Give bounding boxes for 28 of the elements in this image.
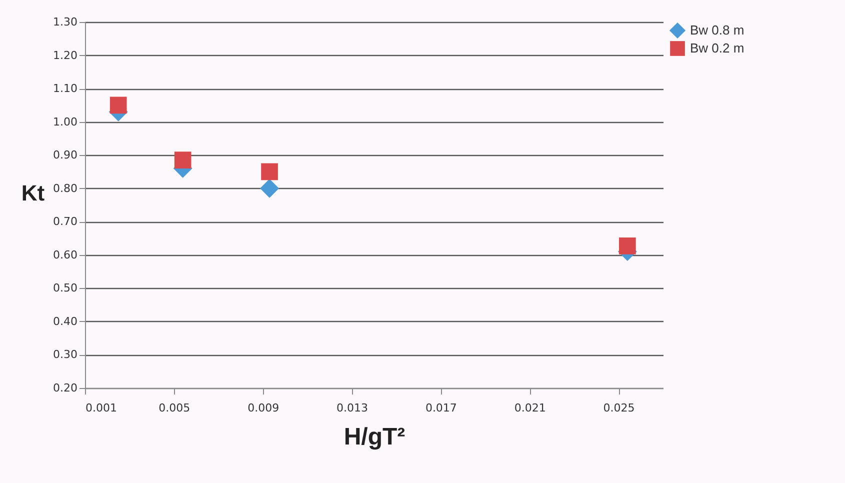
y-axis-title: Kt: [21, 180, 46, 206]
x-tick-label: 0.025: [603, 402, 635, 414]
y-tick-label: 0.60: [53, 248, 78, 262]
point: [619, 238, 636, 254]
y-tick-label: 1.10: [53, 82, 78, 96]
x-tick-label: 0.001: [86, 402, 117, 414]
x-tick-label: 0.021: [514, 402, 546, 414]
y-tick-label: 0.70: [53, 215, 78, 228]
y-tick-label: 1.20: [53, 48, 78, 62]
x-tick-label: 0.009: [248, 402, 280, 414]
y-tick-label: 1.30: [53, 16, 78, 28]
point: [174, 152, 192, 168]
y-tick-label: 0.30: [53, 348, 78, 362]
y-tick-label: 0.40: [53, 314, 78, 328]
legend-label: Bw 0.2 m: [690, 40, 744, 56]
x-tick-label: 0.017: [425, 402, 457, 414]
y-tick-label: 0.50: [53, 282, 78, 295]
point: [261, 163, 278, 180]
x-axis-title: H/gT²: [344, 424, 406, 450]
y-tick-label: 1.00: [53, 115, 78, 128]
point: [110, 96, 127, 114]
y-tick-label: 0.20: [53, 382, 78, 394]
point: [260, 179, 279, 198]
x-tick-label: 0.013: [336, 402, 368, 414]
y-tick-label: 0.90: [53, 148, 78, 162]
x-tick-label: 0.005: [158, 402, 190, 414]
legend-label: Bw 0.8 m: [690, 22, 744, 38]
y-tick-label: 0.80: [53, 182, 78, 195]
